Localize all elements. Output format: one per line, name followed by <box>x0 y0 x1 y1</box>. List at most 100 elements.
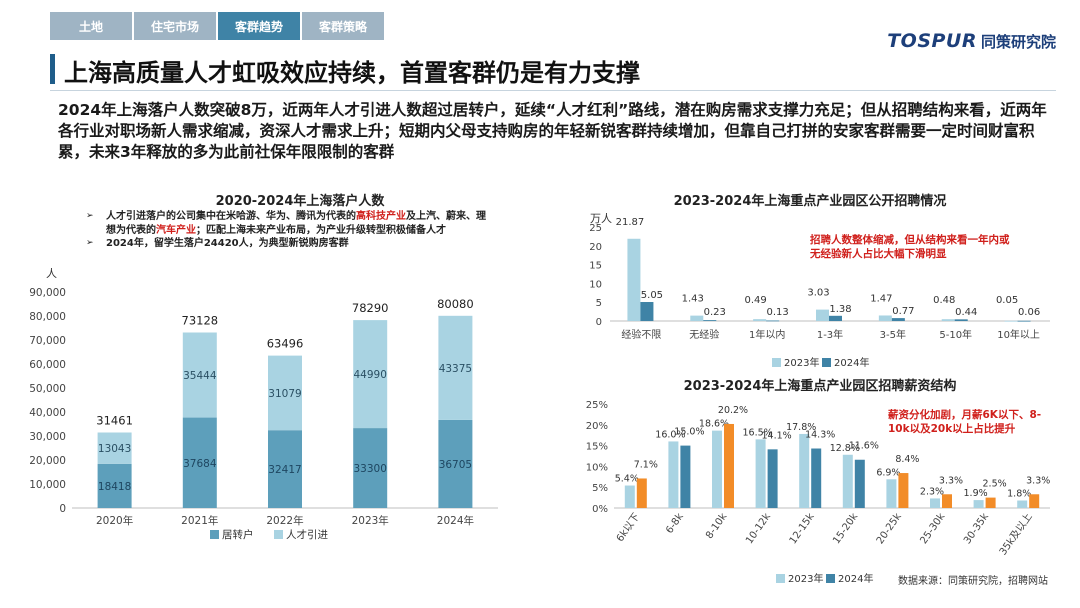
rb-bar-value-label: 17.8% <box>786 422 816 433</box>
left-x-tick-label: 2023年 <box>352 514 389 527</box>
rb-x-tick-label: 12-15k <box>788 511 817 546</box>
left-bar-segment <box>97 463 132 508</box>
note-1: ➢ 人才引进落户的公司集中在米哈游、华为、腾讯为代表的高科技产业及上汽、蔚来、理… <box>86 210 486 237</box>
rt-y-tick-label: 15 <box>589 261 602 272</box>
left-bar-value-label: 13043 <box>98 443 131 455</box>
rb-bar-value-label: 15.0% <box>674 427 704 438</box>
left-y-tick-label: 60,000 <box>29 359 66 371</box>
top-nav: 土地 住宅市场 客群趋势 客群策略 <box>50 12 384 40</box>
rb-bar-value-label: 5.4% <box>615 474 639 485</box>
rb-bar-value-label: 3.3% <box>939 475 963 486</box>
rt-bar-value-label: 1.47 <box>870 293 892 304</box>
left-y-tick-label: 20,000 <box>29 455 66 467</box>
rt-bar <box>829 315 842 321</box>
left-bar-segment <box>268 430 302 508</box>
brand-logo: TOSPUR 同策研究院 <box>887 30 1056 52</box>
left-x-tick-label: 2021年 <box>181 514 218 527</box>
left-bar-total-label: 78290 <box>352 301 389 315</box>
tab-customer-strategy[interactable]: 客群策略 <box>302 12 384 40</box>
rt-x-tick-label: 10年以上 <box>997 328 1040 341</box>
rb-bar <box>811 448 822 508</box>
rt-x-tick-label: 3-5年 <box>880 328 906 341</box>
rb-y-tick-label: 25% <box>586 400 608 411</box>
rt-bar <box>816 309 829 321</box>
rb-legend-label: 2024年 <box>838 572 873 585</box>
left-bar-total-label: 63496 <box>267 337 304 351</box>
rb-bar-value-label: 1.8% <box>1007 489 1031 500</box>
rb-y-tick-label: 20% <box>586 421 608 432</box>
left-y-tick-label: 90,000 <box>29 287 66 299</box>
left-y-tick-label: 0 <box>59 503 66 515</box>
left-y-tick-label: 30,000 <box>29 431 66 443</box>
left-bar-value-label: 43375 <box>439 363 472 375</box>
left-bar-total-label: 73128 <box>182 313 219 327</box>
rb-bar <box>668 441 679 508</box>
rb-x-tick-label: 25-30k <box>918 511 947 546</box>
left-legend-swatch <box>210 530 219 539</box>
rb-y-tick-label: 0% <box>592 504 608 515</box>
rb-bar <box>898 473 909 508</box>
rt-bar <box>640 302 654 321</box>
rt-bar <box>941 319 955 321</box>
left-bar-segment <box>182 332 217 418</box>
rb-bar-value-label: 18.6% <box>699 419 729 430</box>
rt-bar-value-label: 0.49 <box>745 295 767 306</box>
logo-chinese-name: 同策研究院 <box>980 33 1056 51</box>
left-bar-value-label: 33300 <box>353 463 386 475</box>
rt-x-tick-label: 经验不限 <box>621 328 661 341</box>
rb-legend-swatch <box>776 574 785 583</box>
rb-bar <box>624 485 635 508</box>
rb-bar-value-label: 14.1% <box>762 430 792 441</box>
right-top-chart-title: 2023-2024年上海重点产业园区公开招聘情况 <box>673 194 947 209</box>
rt-bar-value-label: 0.05 <box>996 295 1018 306</box>
left-bar-segment <box>353 428 388 508</box>
rt-bar-value-label: 0.77 <box>892 306 914 317</box>
rt-bar-value-label: 3.03 <box>807 288 829 299</box>
right-top-chart-unit: 万人 <box>590 212 612 225</box>
logo-wordmark: TOSPUR <box>887 30 977 52</box>
rt-bar <box>1017 320 1031 322</box>
tab-housing-market[interactable]: 住宅市场 <box>134 12 216 40</box>
note-1-highlight-tech: 高科技产业 <box>356 211 406 222</box>
rb-bar <box>767 449 778 508</box>
rt-y-tick-label: 20 <box>589 242 602 253</box>
rt-bar-value-label: 0.23 <box>704 307 726 318</box>
left-y-tick-label: 50,000 <box>29 383 66 395</box>
rt-legend-swatch <box>822 358 831 367</box>
rt-legend-label: 2023年 <box>784 356 819 369</box>
left-bar-value-label: 35444 <box>183 370 217 382</box>
rt-y-tick-label: 25 <box>589 223 602 234</box>
rt-bar <box>954 319 968 321</box>
left-bar-segment <box>438 419 473 508</box>
tab-customer-trends[interactable]: 客群趋势 <box>218 12 300 40</box>
page-title: 上海高质量人才虹吸效应持续，首置客群仍是有力支撑 <box>64 59 640 87</box>
left-bar-segment <box>353 320 388 429</box>
rb-bar <box>712 430 722 508</box>
rb-bar <box>799 433 810 508</box>
note-1-text-a: 人才引进落户的公司集中在米哈游、华为、腾讯为代表的 <box>106 211 356 222</box>
title-accent-bar <box>50 54 55 84</box>
rt-bar <box>766 320 780 322</box>
rb-bar <box>1017 500 1028 508</box>
rt-legend-swatch <box>772 358 781 367</box>
note-1-text-c: 及上汽、蔚来、理想为代表的 <box>106 211 486 236</box>
rb-bar-value-label: 12.8% <box>830 443 860 454</box>
left-bar-value-label: 32417 <box>268 464 301 476</box>
rt-bar-value-label: 5.05 <box>641 290 663 301</box>
rt-bar <box>891 318 905 321</box>
title-divider <box>50 90 1056 91</box>
right-bottom-chart-title: 2023-2024年上海重点产业园区招聘薪资结构 <box>683 379 957 394</box>
left-chart-title: 2020-2024年上海落户人数 <box>215 194 385 209</box>
left-chart-unit: 人 <box>46 267 57 280</box>
rt-bar <box>753 319 767 321</box>
rt-bar-value-label: 0.44 <box>955 307 977 318</box>
tab-land[interactable]: 土地 <box>50 12 132 40</box>
rb-bar <box>930 498 940 508</box>
rb-bar-value-label: 3.3% <box>1026 475 1050 486</box>
left-bar-value-label: 44990 <box>353 369 386 381</box>
rb-bar-value-label: 11.6% <box>849 441 879 452</box>
rb-x-tick-label: 30-35k <box>962 511 991 546</box>
rb-x-tick-label: 20-25k <box>875 511 904 546</box>
rt-legend-label: 2024年 <box>834 356 869 369</box>
